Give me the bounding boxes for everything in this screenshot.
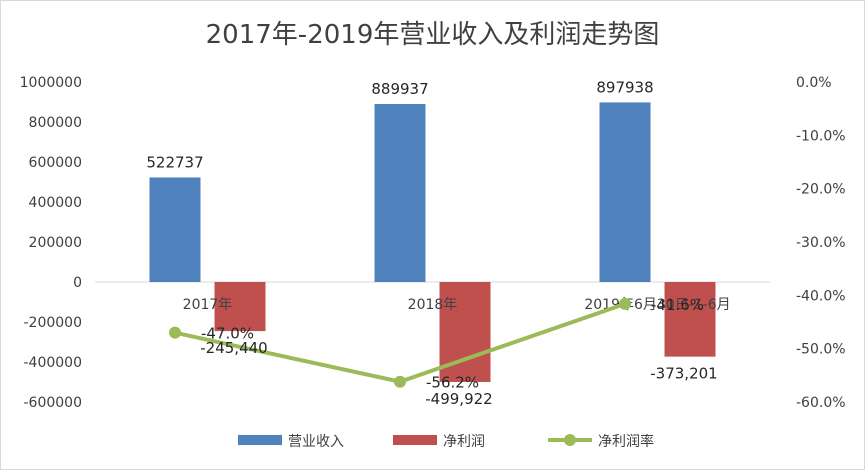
line-layer [169, 297, 631, 388]
left-tick-label: -600000 [24, 395, 83, 411]
left-tick-label: -400000 [24, 355, 83, 371]
right-tick-label: -10.0% [796, 128, 846, 144]
net-margin-value-label: -41.6% [651, 296, 704, 314]
left-tick-label: 0 [73, 275, 82, 291]
left-tick-label: 400000 [29, 195, 82, 211]
right-tick-label: 0.0% [796, 75, 832, 91]
left-tick-label: 1000000 [20, 75, 82, 91]
revenue-bar [599, 102, 651, 282]
net-profit-bar [664, 282, 716, 357]
left-axis-ticks: 1000000 800000 600000 400000 200000 0 -200000 -… [20, 75, 82, 411]
revenue-bar [374, 104, 426, 282]
left-tick-label: 200000 [29, 235, 82, 251]
left-tick-label: 600000 [29, 155, 82, 171]
revenue-bar [149, 177, 201, 282]
right-tick-label: -50.0% [796, 342, 846, 358]
category-label: 2018年 [408, 297, 458, 313]
right-tick-label: -20.0% [796, 182, 846, 198]
revenue-value-label: 522737 [146, 153, 203, 171]
legend-swatch [393, 435, 437, 445]
chart-title: 2017年-2019年营业收入及利润走势图 [205, 20, 660, 50]
net-margin-point [619, 297, 631, 310]
revenue-value-label: 897938 [596, 78, 653, 96]
revenue-value-label: 889937 [371, 80, 428, 98]
legend: 营业收入 净利润 净利润率 [238, 433, 654, 450]
legend-marker [564, 434, 576, 446]
net-profit-value-label: -499,922 [425, 390, 492, 408]
legend-label: 营业收入 [288, 434, 344, 450]
right-tick-label: -40.0% [796, 288, 846, 304]
category-label: 2017年 [183, 297, 233, 313]
right-axis-ticks: 0.0% -10.0% -20.0% -30.0% -40.0% -50.0% -60.0% [796, 75, 846, 411]
net-margin-value-label: -56.2% [426, 374, 479, 392]
net-profit-value-label: -245,440 [200, 339, 267, 357]
legend-label: 净利润率 [598, 433, 654, 450]
left-tick-label: 800000 [29, 115, 82, 131]
legend-label: 净利润 [443, 434, 485, 450]
net-margin-point [394, 375, 406, 388]
legend-swatch [238, 435, 282, 445]
data-labels: 522737 889937 897938 -245,440 -499,922 -373,2… [146, 78, 717, 408]
net-profit-value-label: -373,201 [650, 365, 717, 383]
net-profit-bar [214, 282, 266, 332]
left-tick-label: -200000 [24, 315, 83, 331]
bars-layer [149, 102, 716, 382]
net-margin-value-label: -47.0% [201, 325, 254, 343]
right-tick-label: -30.0% [796, 235, 846, 251]
right-tick-label: -60.0% [796, 395, 846, 411]
net-margin-point [169, 326, 181, 339]
